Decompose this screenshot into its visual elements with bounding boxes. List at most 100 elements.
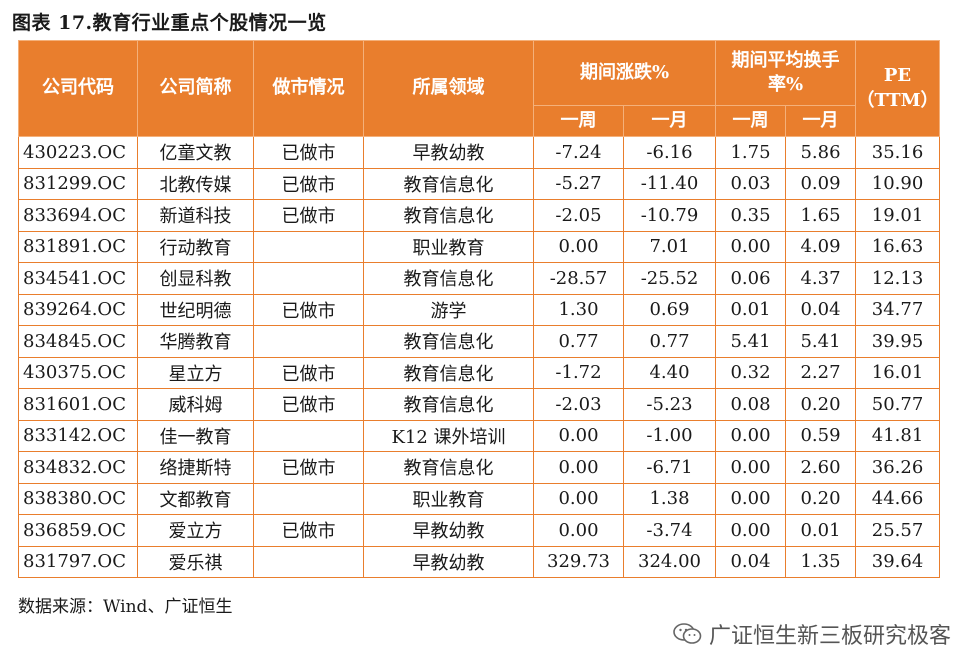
cell-change-month: -10.79 (622, 199, 717, 232)
cell-code: 831299.OC (18, 167, 138, 200)
cell-change-month: 1.38 (622, 482, 717, 515)
cell-name: 星立方 (137, 356, 254, 389)
cell-turnover-month: 4.09 (785, 230, 857, 263)
cell-turnover-month: 0.20 (785, 482, 857, 515)
cell-turnover-week: 0.06 (715, 262, 787, 295)
cell-change-week: -2.05 (533, 199, 624, 232)
cell-turnover-month: 5.86 (785, 136, 857, 169)
cell-market-making (253, 419, 364, 452)
cell-turnover-month: 1.65 (785, 199, 857, 232)
cell-code: 834832.OC (18, 451, 138, 484)
table-row: 838380.OC 文都教育 职业教育 0.00 1.38 0.00 0.20 44.66 (18, 482, 941, 515)
cell-turnover-week: 0.00 (715, 482, 787, 515)
cell-market-making (253, 325, 364, 358)
cell-market-making: 已做市 (253, 136, 364, 169)
cell-name: 华腾教育 (137, 325, 254, 358)
cell-field: 职业教育 (363, 230, 534, 263)
cell-market-making: 已做市 (253, 293, 364, 326)
cell-field: 教育信息化 (363, 325, 534, 358)
header-turnover-month: 一月 (785, 105, 857, 137)
cell-pe: 39.95 (855, 325, 941, 358)
cell-code: 833694.OC (18, 199, 138, 232)
table-body: 430223.OC 亿童文教 已做市 早教幼教 -7.24 -6.16 1.75 5.86 35… (18, 136, 941, 578)
cell-pe: 35.16 (855, 136, 941, 169)
header-name: 公司简称 (137, 40, 254, 137)
cell-turnover-month: 2.27 (785, 356, 857, 389)
cell-change-week: -2.03 (533, 388, 624, 421)
cell-field: 早教幼教 (363, 136, 534, 169)
cell-code: 833142.OC (18, 419, 138, 452)
cell-pe: 10.90 (855, 167, 941, 200)
cell-name: 新道科技 (137, 199, 254, 232)
cell-code: 831891.OC (18, 230, 138, 263)
cell-turnover-week: 0.00 (715, 419, 787, 452)
cell-code: 831601.OC (18, 388, 138, 421)
table-row: 833142.OC 佳一教育 K12 课外培训 0.00 -1.00 0.00 0.59 41… (18, 419, 941, 452)
cell-turnover-month: 0.20 (785, 388, 857, 421)
cell-change-month: -25.52 (622, 262, 717, 295)
cell-pe: 25.57 (855, 514, 941, 547)
cell-field: 教育信息化 (363, 356, 534, 389)
header-change-month: 一月 (622, 105, 717, 137)
table-row: 834845.OC 华腾教育 教育信息化 0.77 0.77 5.41 5.41 39.95 (18, 325, 941, 358)
cell-code: 831797.OC (18, 545, 138, 578)
cell-market-making: 已做市 (253, 514, 364, 547)
cell-turnover-month: 5.41 (785, 325, 857, 358)
header-code: 公司代码 (18, 40, 138, 137)
header-price-change: 期间涨跌% (532, 40, 717, 106)
cell-field: 教育信息化 (363, 388, 534, 421)
figure-title: 图表 17.教育行业重点个股情况一览 (12, 12, 327, 34)
cell-change-week: 0.00 (533, 514, 624, 547)
cell-name: 威科姆 (137, 388, 254, 421)
cell-change-week: -28.57 (533, 262, 624, 295)
cell-change-month: 0.77 (622, 325, 717, 358)
watermark-text: 广证恒生新三板研究极客 (708, 624, 951, 649)
cell-field: 职业教育 (363, 482, 534, 515)
header-turnover-week: 一周 (715, 105, 787, 137)
cell-field: 教育信息化 (363, 262, 534, 295)
table-row: 831601.OC 威科姆 已做市 教育信息化 -2.03 -5.23 0.08 0.20 50… (18, 388, 941, 421)
cell-change-week: 0.00 (533, 482, 624, 515)
cell-pe: 36.26 (855, 451, 941, 484)
cell-turnover-month: 0.59 (785, 419, 857, 452)
table-row: 831299.OC 北教传媒 已做市 教育信息化 -5.27 -11.40 0.03 0.09… (18, 167, 941, 200)
cell-change-week: 0.00 (533, 230, 624, 263)
table-row: 831891.OC 行动教育 职业教育 0.00 7.01 0.00 4.09 16.63 (18, 230, 941, 263)
cell-turnover-week: 0.04 (715, 545, 787, 578)
cell-turnover-week: 5.41 (715, 325, 787, 358)
cell-change-week: 0.00 (533, 419, 624, 452)
cell-market-making (253, 230, 364, 263)
cell-name: 世纪明德 (137, 293, 254, 326)
cell-field: 教育信息化 (363, 167, 534, 200)
stock-table-container: 公司代码 公司简称 做市情况 所属领域 期间涨跌% 期间平均换手率% PE （T… (18, 40, 941, 578)
cell-turnover-week: 0.00 (715, 230, 787, 263)
cell-market-making: 已做市 (253, 167, 364, 200)
cell-change-week: -7.24 (533, 136, 624, 169)
cell-change-month: -1.00 (622, 419, 717, 452)
cell-name: 文都教育 (137, 482, 254, 515)
cell-turnover-week: 0.35 (715, 199, 787, 232)
cell-pe: 12.13 (855, 262, 941, 295)
cell-name: 佳一教育 (137, 419, 254, 452)
table-row: 834541.OC 创显科教 教育信息化 -28.57 -25.52 0.06 4.37 12… (18, 262, 941, 295)
cell-turnover-month: 0.04 (785, 293, 857, 326)
cell-code: 838380.OC (18, 482, 138, 515)
cell-turnover-week: 0.03 (715, 167, 787, 200)
cell-change-month: 324.00 (622, 545, 717, 578)
cell-code: 839264.OC (18, 293, 138, 326)
cell-code: 834845.OC (18, 325, 138, 358)
header-change-week: 一周 (533, 105, 624, 137)
cell-pe: 41.81 (855, 419, 941, 452)
header-field: 所属领域 (363, 40, 534, 137)
cell-turnover-week: 1.75 (715, 136, 787, 169)
cell-field: 早教幼教 (363, 514, 534, 547)
cell-field: 早教幼教 (363, 545, 534, 578)
cell-code: 836859.OC (18, 514, 138, 547)
cell-code: 430375.OC (18, 356, 138, 389)
table-header: 公司代码 公司简称 做市情况 所属领域 期间涨跌% 期间平均换手率% PE （T… (18, 40, 941, 137)
table-row: 834832.OC 络捷斯特 已做市 教育信息化 0.00 -6.71 0.00 2.60 36… (18, 451, 941, 484)
cell-turnover-month: 0.01 (785, 514, 857, 547)
cell-change-month: -11.40 (622, 167, 717, 200)
cell-market-making: 已做市 (253, 451, 364, 484)
cell-change-week: 329.73 (533, 545, 624, 578)
